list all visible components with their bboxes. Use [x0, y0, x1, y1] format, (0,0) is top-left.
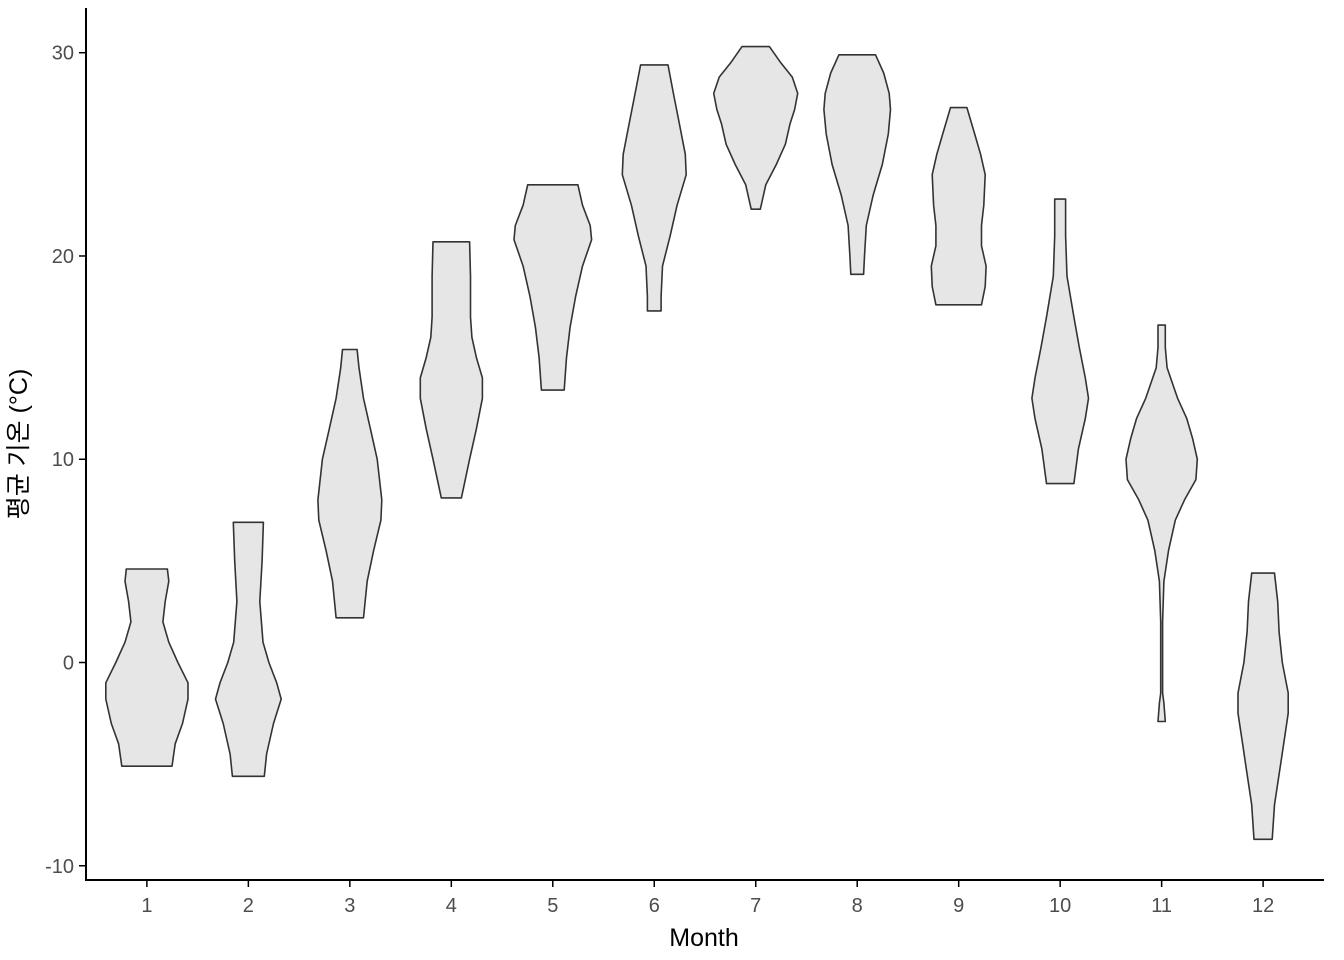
violin-month-10: [1031, 198, 1090, 485]
violin-month-5: [513, 184, 593, 391]
y-tick-label: 10: [52, 449, 74, 471]
violin-month-1: [105, 568, 189, 767]
y-tick-label: 30: [52, 43, 74, 65]
violin-month-7: [712, 45, 799, 210]
x-axis-title: Month: [669, 924, 738, 952]
x-tick-label: 12: [1252, 895, 1274, 917]
x-tick-label: 2: [243, 895, 254, 917]
violin-month-12: [1237, 572, 1289, 841]
violin-month-8: [823, 54, 892, 276]
y-tick-label: 20: [52, 246, 74, 268]
x-tick-label: 1: [141, 895, 152, 917]
y-axis-ticks: -10 0 10 20 30: [45, 43, 86, 878]
x-axis-ticks: 1 2 3 4 5 6 7 8 9 10 11 12: [141, 880, 1274, 917]
violin-month-4: [419, 241, 484, 499]
x-tick-label: 9: [953, 895, 964, 917]
x-tick-label: 6: [649, 895, 660, 917]
y-axis-title: 평균 기온 (°C): [5, 369, 33, 520]
x-tick-label: 5: [547, 895, 558, 917]
violin-month-6: [621, 64, 687, 312]
x-tick-label: 11: [1151, 895, 1172, 917]
violin-month-11: [1125, 324, 1199, 723]
x-tick-label: 8: [852, 895, 863, 917]
y-tick-label: 0: [63, 653, 74, 675]
violin-month-3: [317, 348, 383, 619]
y-tick-label: -10: [45, 856, 74, 878]
violin-layer: [105, 45, 1289, 841]
x-tick-label: 3: [344, 895, 355, 917]
x-tick-label: 7: [750, 895, 761, 917]
violin-month-9: [930, 106, 987, 306]
x-tick-label: 10: [1049, 895, 1071, 917]
violin-month-2: [214, 521, 282, 778]
x-tick-label: 4: [446, 895, 457, 917]
